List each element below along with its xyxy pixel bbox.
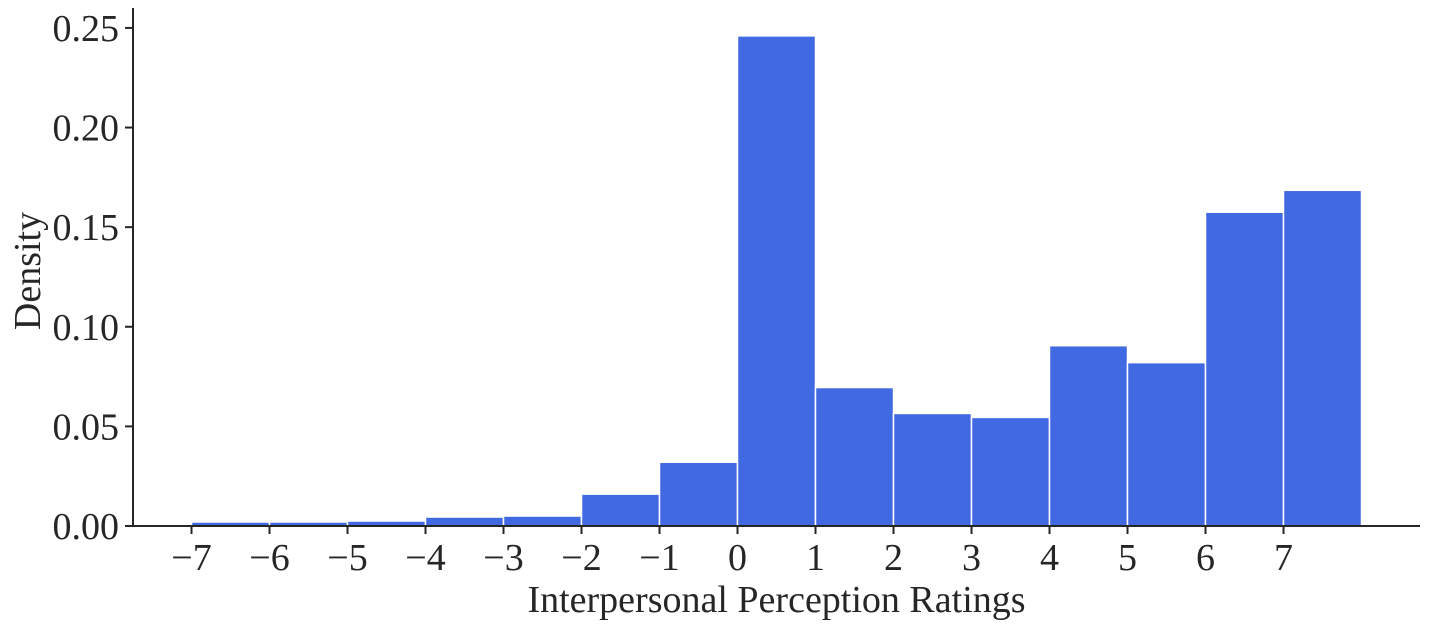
histogram-bar	[814, 386, 895, 527]
histogram-bar	[424, 516, 505, 527]
y-axis-ticks: 0.00 0.05 0.10 0.15 0.20 0.25	[53, 8, 133, 548]
x-tick-label: 7	[1274, 537, 1293, 579]
y-tick-label: 0.10	[53, 307, 120, 349]
x-tick-label: −3	[483, 537, 523, 579]
histogram-bar	[580, 493, 661, 527]
x-tick-label: 0	[728, 537, 747, 579]
x-tick-label: −5	[327, 537, 367, 579]
x-tick-label: 2	[884, 537, 903, 579]
x-tick-label: 1	[806, 537, 825, 579]
x-tick-label: −7	[171, 537, 211, 579]
x-tick-label: 6	[1196, 537, 1215, 579]
bars-group	[190, 35, 1363, 527]
y-tick-label: 0.15	[53, 207, 120, 249]
x-tick-label: −4	[405, 537, 445, 579]
y-tick-label: 0.20	[53, 108, 120, 150]
x-axis-label: Interpersonal Perception Ratings	[527, 579, 1025, 621]
histogram-bar	[970, 416, 1051, 527]
x-tick-label: 5	[1118, 537, 1137, 579]
y-tick-label: 0.00	[53, 506, 120, 548]
histogram-bar	[1126, 361, 1207, 527]
histogram-bar	[892, 412, 973, 527]
x-tick-label: −6	[249, 537, 289, 579]
histogram-bar	[658, 461, 739, 527]
histogram-bar	[1048, 344, 1129, 527]
histogram-bar	[1204, 211, 1285, 527]
x-tick-label: −2	[561, 537, 601, 579]
x-axis-ticks: −7 −6 −5 −4 −3 −2 −1 0 1 2 3 4 5 6 7	[171, 526, 1293, 579]
histogram-bar	[736, 35, 817, 527]
x-tick-label: −1	[639, 537, 679, 579]
y-tick-label: 0.05	[53, 406, 120, 448]
x-tick-label: 3	[962, 537, 981, 579]
y-axis-label: Density	[7, 212, 49, 330]
histogram-bar	[502, 515, 583, 527]
y-tick-label: 0.25	[53, 8, 120, 50]
histogram-bar	[1282, 189, 1363, 527]
x-tick-label: 4	[1040, 537, 1059, 579]
